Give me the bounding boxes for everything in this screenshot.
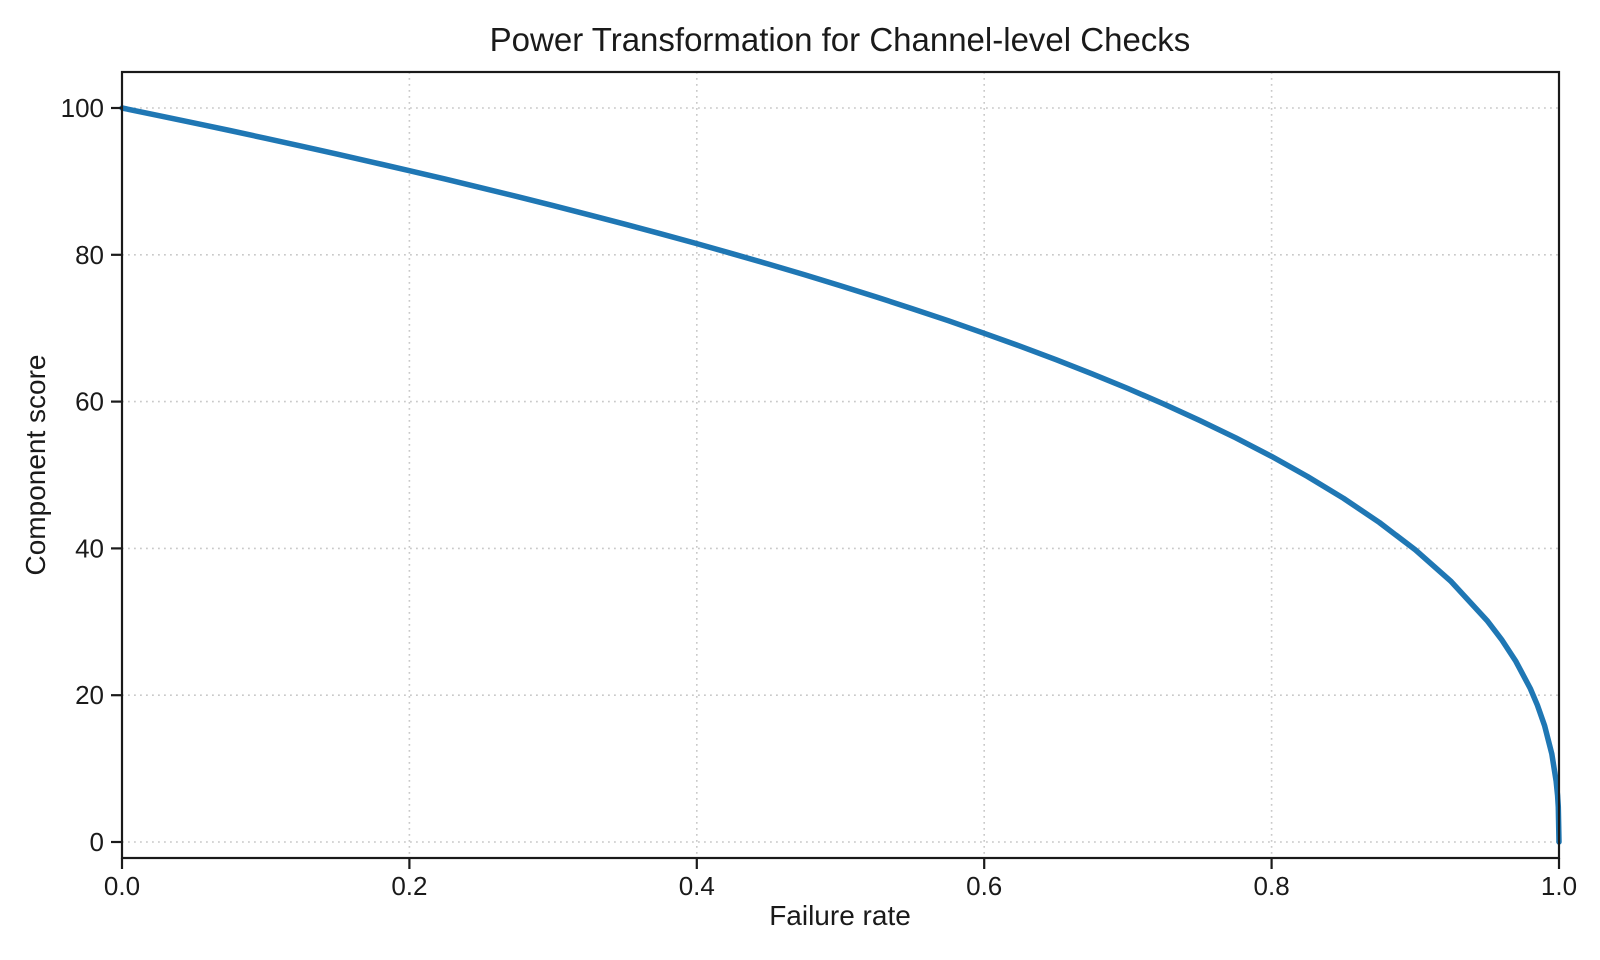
x-tick-label: 0.6 [966,871,1002,901]
chart-title: Power Transformation for Channel-level C… [490,21,1191,58]
y-tick-label: 100 [61,93,104,123]
tick-layer: 0.0 0.2 0.4 0.6 0.8 1.0 0 20 40 60 80 100 [61,93,1577,901]
x-tick-label: 1.0 [1541,871,1577,901]
plot-border [120,70,1561,860]
y-tick-label: 0 [90,827,104,857]
y-tick-label: 80 [75,240,104,270]
y-tick-label: 40 [75,533,104,563]
x-tick-label: 0.2 [391,871,427,901]
y-tick-label: 60 [75,387,104,417]
y-tick-label: 20 [75,680,104,710]
x-tick-label: 0.0 [104,871,140,901]
y-axis-label: Component score [20,354,51,575]
x-tick-label: 0.8 [1254,871,1290,901]
x-tick-label: 0.4 [679,871,715,901]
series-line [119,105,1562,845]
x-axis-label: Failure rate [769,900,911,931]
grid-layer [121,72,1560,858]
